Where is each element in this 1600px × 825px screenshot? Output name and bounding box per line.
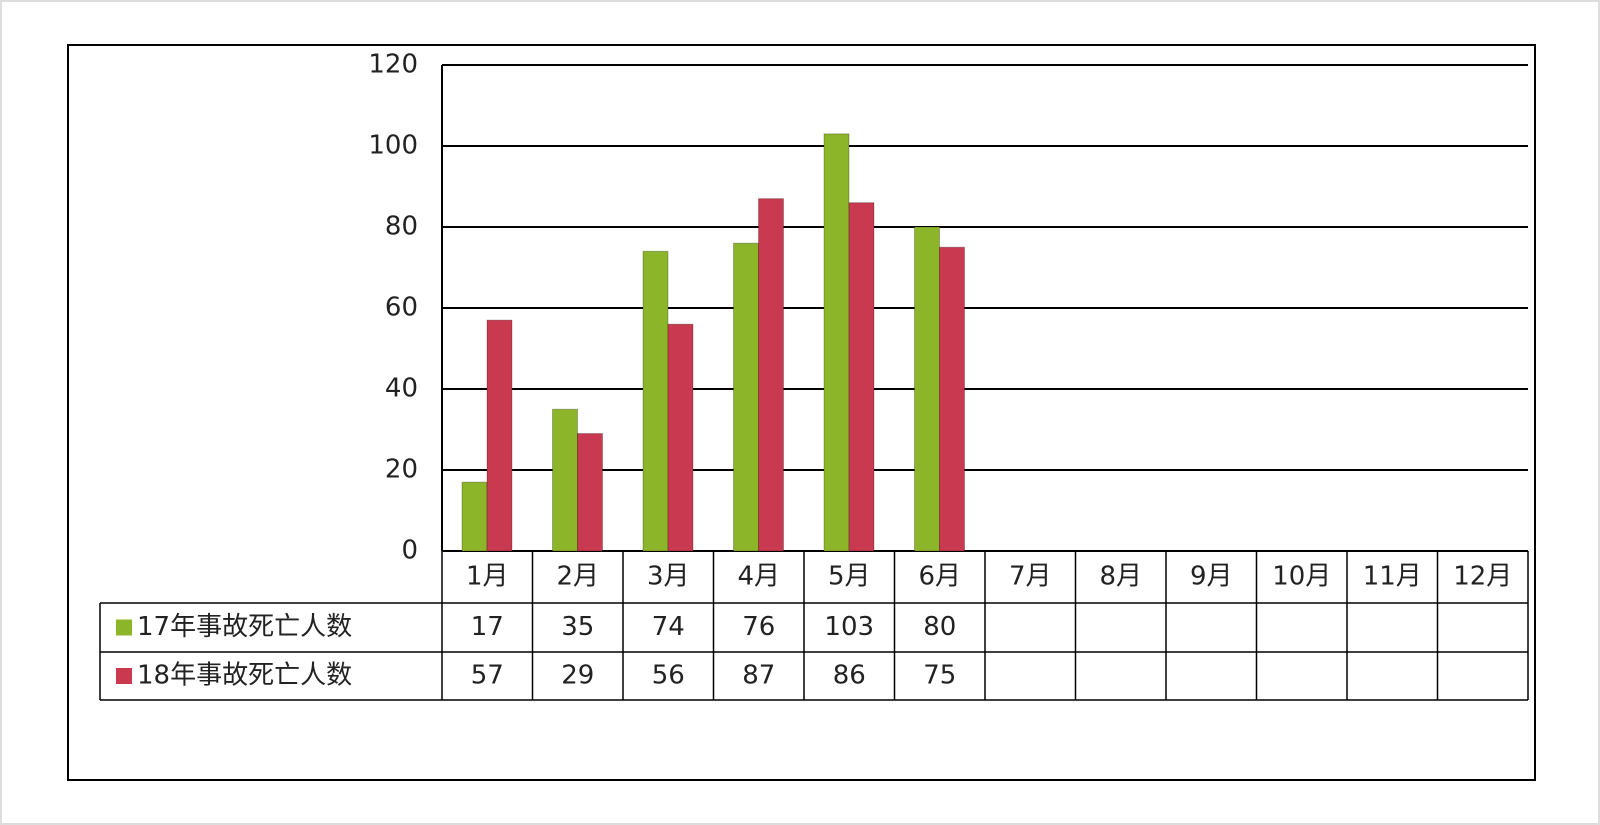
legend-label: 18年事故死亡人数 xyxy=(137,661,352,691)
table-value: 17 xyxy=(471,612,504,642)
bar xyxy=(914,226,940,552)
bar xyxy=(642,250,669,552)
x-tick-label: 5月 xyxy=(828,562,871,592)
x-tick-label: 6月 xyxy=(918,562,961,592)
bar xyxy=(667,323,694,552)
bar xyxy=(823,133,850,552)
bar xyxy=(552,408,578,552)
table-value: 87 xyxy=(742,661,775,691)
y-tick-label: 0 xyxy=(401,536,418,566)
table-value: 75 xyxy=(923,661,956,691)
y-tick-label: 60 xyxy=(385,293,418,323)
bar xyxy=(848,202,875,552)
x-tick-label: 2月 xyxy=(556,562,599,592)
x-tick-label: 7月 xyxy=(1009,562,1052,592)
y-tick-label: 40 xyxy=(385,374,418,404)
x-tick-label: 8月 xyxy=(1099,562,1142,592)
x-tick-label: 4月 xyxy=(737,562,780,592)
bar xyxy=(486,319,513,552)
table-value: 86 xyxy=(833,661,866,691)
table-value: 80 xyxy=(923,612,956,642)
y-tick-label: 120 xyxy=(368,50,418,80)
y-tick-label: 20 xyxy=(385,455,418,485)
bar xyxy=(733,242,759,552)
y-tick-label: 100 xyxy=(368,131,418,161)
x-tick-label: 3月 xyxy=(647,562,690,592)
legend-swatch xyxy=(116,619,132,636)
chart-frame xyxy=(67,44,1536,781)
table-value: 74 xyxy=(652,612,685,642)
table-value: 57 xyxy=(471,661,504,691)
x-tick-label: 10月 xyxy=(1272,562,1331,592)
bar xyxy=(758,198,784,552)
table-value: 56 xyxy=(652,661,685,691)
bar xyxy=(461,481,488,552)
bar xyxy=(577,433,603,552)
legend-swatch xyxy=(116,668,132,684)
x-tick-label: 9月 xyxy=(1190,562,1233,592)
table-value: 76 xyxy=(742,612,775,642)
table-value: 103 xyxy=(824,612,874,642)
x-tick-label: 1月 xyxy=(466,562,509,592)
x-tick-label: 11月 xyxy=(1363,562,1422,592)
y-tick-label: 80 xyxy=(385,212,418,242)
table-value: 29 xyxy=(561,661,594,691)
x-tick-label: 12月 xyxy=(1453,562,1512,592)
legend-label: 17年事故死亡人数 xyxy=(137,612,352,642)
bar xyxy=(939,246,965,552)
table-value: 35 xyxy=(561,612,594,642)
